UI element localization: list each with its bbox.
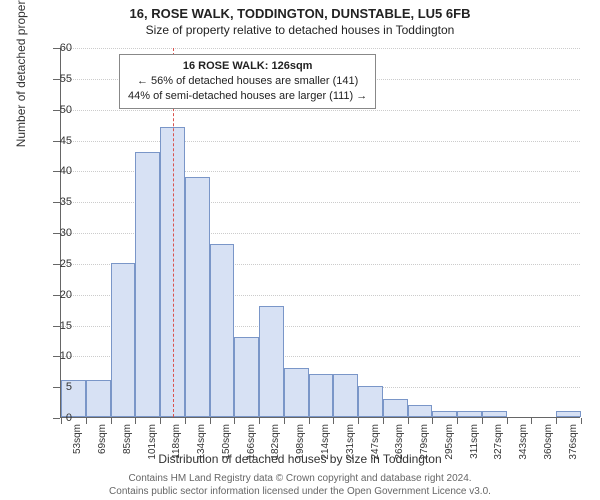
x-tick xyxy=(556,418,557,424)
histogram-bar xyxy=(259,306,284,417)
x-tick xyxy=(210,418,211,424)
x-tick xyxy=(309,418,310,424)
x-tick-label: 166sqm xyxy=(246,424,257,472)
x-tick xyxy=(185,418,186,424)
y-tick-label: 15 xyxy=(60,320,72,332)
y-tick-label: 50 xyxy=(60,104,72,116)
histogram-bar xyxy=(432,411,457,417)
histogram-bar xyxy=(210,244,235,417)
x-tick xyxy=(234,418,235,424)
y-tick-label: 55 xyxy=(60,73,72,85)
histogram-bar xyxy=(383,399,408,418)
x-tick xyxy=(507,418,508,424)
x-tick-label: 118sqm xyxy=(171,424,182,472)
gridline xyxy=(61,110,580,111)
x-tick xyxy=(160,418,161,424)
x-tick-label: 295sqm xyxy=(444,424,455,472)
x-tick xyxy=(333,418,334,424)
y-tick-label: 60 xyxy=(60,42,72,54)
y-tick-label: 30 xyxy=(60,227,72,239)
attribution-line2: Contains public sector information licen… xyxy=(0,486,600,499)
histogram-bar xyxy=(61,380,86,417)
chart-title: 16, ROSE WALK, TODDINGTON, DUNSTABLE, LU… xyxy=(0,0,600,21)
x-tick xyxy=(135,418,136,424)
x-tick-label: 198sqm xyxy=(295,424,306,472)
chart-subtitle: Size of property relative to detached ho… xyxy=(0,21,600,37)
y-axis-title: Number of detached properties xyxy=(14,0,28,147)
y-tick-label: 20 xyxy=(60,289,72,301)
attribution: Contains HM Land Registry data © Crown c… xyxy=(0,473,600,498)
y-tick-label: 35 xyxy=(60,196,72,208)
x-tick-label: 343sqm xyxy=(518,424,529,472)
x-tick-label: 247sqm xyxy=(370,424,381,472)
histogram-bar xyxy=(482,411,507,417)
annotation-line-larger: 44% of semi-detached houses are larger (… xyxy=(128,89,367,104)
x-tick-label: 134sqm xyxy=(196,424,207,472)
x-tick-label: 150sqm xyxy=(221,424,232,472)
x-tick-label: 101sqm xyxy=(147,424,158,472)
y-tick-label: 45 xyxy=(60,135,72,147)
chart-container: 16, ROSE WALK, TODDINGTON, DUNSTABLE, LU… xyxy=(0,0,600,500)
y-tick-label: 25 xyxy=(60,258,72,270)
x-tick xyxy=(61,418,62,424)
x-tick-label: 279sqm xyxy=(419,424,430,472)
x-tick xyxy=(111,418,112,424)
histogram-bar xyxy=(111,263,136,417)
plot-area: 16 ROSE WALK: 126sqm ← 56% of detached h… xyxy=(60,48,580,418)
y-tick xyxy=(53,418,60,419)
x-tick xyxy=(383,418,384,424)
histogram-bar xyxy=(185,177,210,418)
histogram-bar xyxy=(135,152,160,417)
histogram-bar xyxy=(358,386,383,417)
histogram-bar xyxy=(284,368,309,417)
x-tick xyxy=(531,418,532,424)
histogram-bar xyxy=(234,337,259,417)
gridline xyxy=(61,141,580,142)
gridline xyxy=(61,48,580,49)
y-tick-label: 0 xyxy=(66,412,72,424)
y-tick-label: 5 xyxy=(66,381,72,393)
attribution-line1: Contains HM Land Registry data © Crown c… xyxy=(0,473,600,486)
x-tick-label: 360sqm xyxy=(543,424,554,472)
histogram-bar xyxy=(457,411,482,417)
y-tick xyxy=(53,387,60,388)
histogram-bar xyxy=(408,405,433,417)
x-tick xyxy=(432,418,433,424)
x-tick-label: 327sqm xyxy=(493,424,504,472)
x-tick xyxy=(581,418,582,424)
x-tick-label: 263sqm xyxy=(394,424,405,472)
y-tick-label: 40 xyxy=(60,165,72,177)
x-tick xyxy=(259,418,260,424)
x-tick xyxy=(408,418,409,424)
x-tick xyxy=(86,418,87,424)
histogram-bar xyxy=(86,380,111,417)
x-tick xyxy=(457,418,458,424)
x-tick xyxy=(358,418,359,424)
x-tick-label: 311sqm xyxy=(469,424,480,472)
annotation-box: 16 ROSE WALK: 126sqm ← 56% of detached h… xyxy=(119,54,376,109)
x-tick-label: 85sqm xyxy=(122,424,133,472)
x-tick-label: 214sqm xyxy=(320,424,331,472)
x-tick xyxy=(284,418,285,424)
x-tick-label: 182sqm xyxy=(270,424,281,472)
x-tick xyxy=(482,418,483,424)
x-tick-label: 53sqm xyxy=(72,424,83,472)
annotation-title: 16 ROSE WALK: 126sqm xyxy=(128,59,367,74)
histogram-bar xyxy=(556,411,581,417)
annotation-line-smaller: ← 56% of detached houses are smaller (14… xyxy=(128,74,367,89)
histogram-bar xyxy=(333,374,358,417)
x-tick-label: 376sqm xyxy=(568,424,579,472)
y-tick-label: 10 xyxy=(60,350,72,362)
histogram-bar xyxy=(309,374,334,417)
x-tick-label: 69sqm xyxy=(97,424,108,472)
x-tick-label: 231sqm xyxy=(345,424,356,472)
